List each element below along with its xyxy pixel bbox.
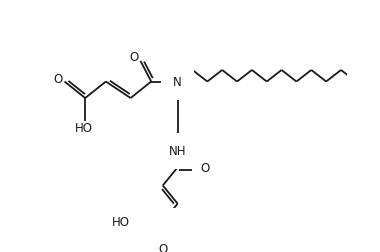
Text: HO: HO xyxy=(112,215,130,228)
Text: O: O xyxy=(129,51,139,64)
Text: O: O xyxy=(158,242,168,252)
Text: O: O xyxy=(201,161,210,174)
Text: O: O xyxy=(53,72,63,85)
Text: N: N xyxy=(173,76,182,89)
Text: HO: HO xyxy=(75,122,93,135)
Text: NH: NH xyxy=(169,145,186,158)
